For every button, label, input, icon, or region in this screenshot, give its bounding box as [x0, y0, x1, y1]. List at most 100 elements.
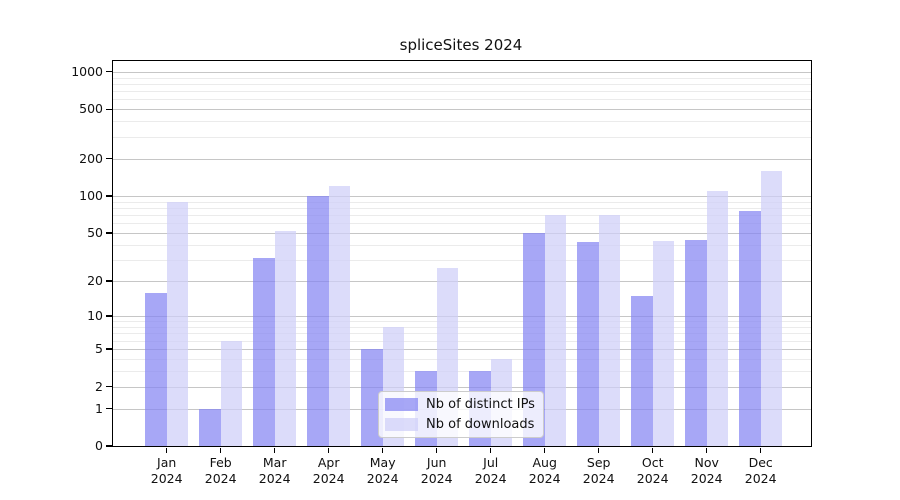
- bar-distinct-ips-may: [361, 348, 383, 446]
- x-tick-label-jan: Jan 2024: [150, 455, 183, 486]
- legend-item-distinct-ips: Nb of distinct IPs: [385, 397, 535, 413]
- x-tick-label-nov: Nov 2024: [690, 455, 723, 486]
- bar-downloads-feb: [220, 340, 243, 446]
- bar-distinct-ips-sep: [577, 242, 599, 446]
- legend-label-distinct-ips: Nb of distinct IPs: [426, 396, 535, 412]
- x-tick-label-dec: Dec 2024: [744, 455, 777, 486]
- y-tick-mark: [106, 280, 112, 282]
- y-gridline-major: [113, 348, 811, 350]
- y-gridline-minor: [113, 77, 811, 79]
- x-tick-label-jul: Jul 2024: [474, 455, 507, 486]
- y-gridline-minor: [113, 223, 811, 225]
- y-tick-mark: [106, 348, 112, 350]
- x-tick-mark: [490, 447, 492, 453]
- x-tick-mark: [652, 447, 654, 453]
- bar-distinct-ips-dec: [739, 211, 761, 446]
- x-tick-label-mar: Mar 2024: [258, 455, 291, 486]
- y-tick-label: 1000: [71, 63, 103, 79]
- bar-downloads-mar: [274, 230, 297, 446]
- bar-downloads-jan: [166, 201, 189, 446]
- y-tick-label: 0: [95, 438, 103, 453]
- y-gridline-minor: [113, 208, 811, 209]
- plot-area: 0 1 2 5 10 20 50 100 200 500 1000 Jan 2024 Feb 2024 M…: [71, 60, 812, 486]
- y-tick-mark: [106, 195, 112, 197]
- y-tick-mark: [106, 158, 112, 160]
- y-tick-label: 1: [95, 400, 103, 416]
- x-tick-label-feb: Feb 2024: [204, 455, 237, 486]
- x-tick-mark: [436, 447, 438, 453]
- bar-downloads-dec: [760, 170, 783, 446]
- y-tick-mark: [106, 407, 112, 410]
- y-gridline-major: [113, 158, 811, 160]
- y-gridline-major: [113, 196, 811, 197]
- y-tick-mark: [106, 108, 112, 110]
- bar-distinct-ips-feb: [199, 408, 221, 446]
- bar-downloads-sep: [598, 215, 621, 446]
- bar-downloads-apr: [328, 186, 351, 446]
- y-gridline-minor: [113, 99, 811, 101]
- x-tick-label-oct: Oct 2024: [636, 455, 669, 486]
- y-gridline-major: [113, 386, 811, 388]
- x-tick-label-aug: Aug 2024: [528, 455, 561, 486]
- x-tick-mark: [274, 447, 276, 453]
- y-tick-mark: [106, 385, 112, 388]
- y-gridline-minor: [113, 201, 811, 203]
- x-tick-label-may: May 2024: [366, 455, 399, 486]
- y-gridline-minor: [113, 327, 811, 328]
- x-tick-mark: [166, 447, 168, 453]
- y-gridline-major: [113, 281, 811, 283]
- y-gridline-minor: [113, 215, 811, 217]
- y-tick-label: 5: [95, 340, 103, 356]
- legend-swatch-distinct-ips: [385, 398, 418, 411]
- bar-downloads-oct: [652, 241, 675, 446]
- y-tick-label: 20: [87, 273, 103, 289]
- y-gridline-minor: [113, 136, 811, 138]
- y-gridline-minor: [113, 91, 811, 93]
- bar-distinct-ips-apr: [307, 195, 329, 446]
- legend-item-downloads: Nb of downloads: [385, 417, 535, 433]
- x-tick-mark: [382, 447, 384, 453]
- y-gridline-minor: [113, 83, 811, 85]
- y-tick-mark: [106, 232, 112, 234]
- bar-downloads-aug: [544, 215, 567, 446]
- x-tick-mark: [220, 447, 222, 453]
- y-tick-label: 500: [79, 101, 103, 117]
- bar-distinct-ips-jan: [145, 292, 167, 446]
- bar-distinct-ips-oct: [631, 295, 653, 446]
- y-tick-label: 2: [95, 378, 103, 394]
- x-tick-mark: [760, 447, 762, 453]
- x-tick-mark: [598, 447, 600, 453]
- y-gridline-major: [113, 109, 811, 111]
- legend-label-downloads: Nb of downloads: [426, 416, 535, 432]
- y-gridline-minor: [113, 370, 811, 372]
- x-tick-mark: [328, 447, 330, 453]
- x-tick-mark: [544, 447, 546, 453]
- y-gridline-major: [113, 233, 811, 234]
- y-tick-mark: [106, 445, 112, 447]
- y-gridline-minor: [113, 340, 811, 342]
- x-tick-label-jun: Jun 2024: [420, 455, 453, 486]
- y-gridline-minor: [113, 333, 811, 335]
- chart-title: spliceSites 2024: [399, 36, 523, 54]
- y-tick-label: 50: [87, 225, 103, 240]
- x-tick-label-apr: Apr 2024: [312, 455, 345, 486]
- bar-distinct-ips-nov: [685, 239, 707, 446]
- y-gridline-minor: [113, 244, 811, 246]
- x-tick-mark: [706, 447, 708, 453]
- y-gridline-minor: [113, 321, 811, 323]
- y-gridline-major: [113, 316, 811, 318]
- x-tick-label-sep: Sep 2024: [582, 455, 615, 486]
- bar-downloads-nov: [706, 190, 729, 446]
- y-gridline-minor: [113, 358, 811, 360]
- y-tick-label: 200: [79, 150, 103, 166]
- y-gridline-major: [113, 71, 811, 73]
- bar-distinct-ips-mar: [253, 258, 275, 446]
- y-tick-label: 100: [79, 188, 103, 203]
- y-gridline-minor: [113, 260, 811, 261]
- y-gridline-minor: [113, 121, 811, 123]
- y-tick-mark: [106, 71, 112, 73]
- y-tick-mark: [106, 315, 112, 317]
- legend: Nb of distinct IPs Nb of downloads: [378, 391, 544, 438]
- y-tick-label: 10: [87, 308, 103, 324]
